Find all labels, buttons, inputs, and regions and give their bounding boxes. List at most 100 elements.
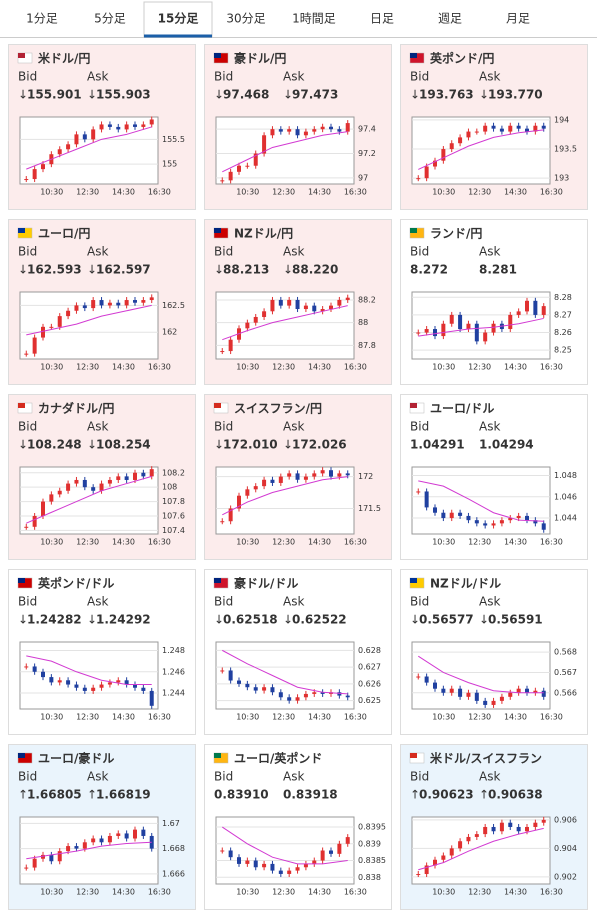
- chart-bg: [411, 116, 551, 185]
- candle: [533, 300, 538, 315]
- candle: [245, 489, 250, 496]
- candle: [449, 143, 454, 150]
- bid-rate: 88.213: [223, 263, 269, 277]
- pair-name[interactable]: ユーロ/英ポンド: [234, 751, 322, 766]
- pair-name[interactable]: ユーロ/ドル: [430, 402, 494, 416]
- x-tick-label: 10:30: [432, 538, 455, 547]
- tab[interactable]: 15分足: [158, 11, 199, 26]
- x-tick-label: 16:30: [344, 713, 367, 722]
- candle: [228, 670, 233, 681]
- bid-rate: 0.83910: [214, 788, 269, 802]
- tab[interactable]: 1時間足: [292, 12, 336, 26]
- candle: [262, 863, 267, 868]
- bid-rate: 8.272: [410, 263, 448, 277]
- ask-arrow: ↓: [87, 88, 97, 102]
- flag: [214, 228, 221, 233]
- ask-arrow: ↓: [283, 438, 293, 452]
- pair-name[interactable]: スイスフラン/円: [234, 402, 322, 416]
- pair-name[interactable]: ユーロ/円: [38, 227, 90, 241]
- y-tick-label: 0.566: [554, 688, 577, 697]
- candle: [228, 171, 233, 181]
- pair-name[interactable]: 豪ドル/ドル: [234, 576, 298, 591]
- ask-label: Ask: [283, 420, 304, 434]
- pair-name[interactable]: 豪ドル/円: [234, 51, 286, 66]
- x-tick-label: 14:30: [308, 713, 331, 722]
- candle: [278, 870, 283, 874]
- candle: [303, 863, 308, 868]
- candle: [491, 523, 496, 526]
- candle: [441, 512, 446, 519]
- tab[interactable]: 1分足: [26, 12, 58, 26]
- candle: [41, 501, 45, 516]
- pair-name[interactable]: NZドル/円: [234, 227, 293, 241]
- x-tick-label: 12:30: [468, 713, 491, 722]
- bid-label: Bid: [18, 70, 37, 84]
- candle: [424, 329, 429, 333]
- x-tick-label: 10:30: [432, 713, 455, 722]
- tab[interactable]: 30分足: [226, 12, 265, 26]
- ask-arrow: ↓: [479, 88, 489, 102]
- ask-label: Ask: [479, 420, 500, 434]
- pair-name[interactable]: ユーロ/豪ドル: [38, 751, 114, 766]
- candle: [516, 125, 521, 129]
- tab[interactable]: 月足: [506, 12, 530, 26]
- bid-label: Bid: [18, 595, 37, 609]
- pair-name[interactable]: 英ポンド/円: [430, 51, 494, 66]
- candle: [533, 690, 538, 693]
- candle: [32, 858, 37, 868]
- candle: [424, 166, 429, 179]
- tab[interactable]: 日足: [370, 12, 394, 26]
- x-tick-label: 10:30: [40, 538, 63, 547]
- chart-bg: [19, 466, 159, 535]
- pair-name[interactable]: カナダドル/円: [38, 401, 114, 416]
- chart-bg: [19, 291, 159, 360]
- candle: [433, 859, 437, 866]
- pair-name[interactable]: 米ドル/円: [38, 51, 90, 66]
- moving-average: [222, 476, 348, 516]
- x-tick-label: 16:30: [148, 188, 171, 197]
- tab[interactable]: 週足: [438, 12, 462, 26]
- moving-average: [26, 304, 152, 336]
- y-tick-label: 0.568: [554, 648, 577, 657]
- pair-name[interactable]: 米ドル/スイスフラン: [430, 751, 542, 766]
- y-tick-label: 0.904: [554, 844, 577, 853]
- candle: [499, 696, 504, 701]
- candle: [245, 683, 250, 688]
- pair-name[interactable]: 英ポンド/ドル: [38, 576, 114, 591]
- ask-rate: 1.24292: [96, 613, 151, 627]
- y-tick-label: 8.27: [554, 310, 572, 319]
- candle: [466, 323, 471, 330]
- candle: [220, 521, 225, 523]
- candle: [107, 479, 112, 484]
- ask-label: Ask: [479, 245, 500, 259]
- candle: [262, 687, 267, 691]
- candle: [449, 688, 454, 693]
- candle: [107, 835, 112, 843]
- ask-arrow: ↑: [479, 788, 489, 802]
- ask-label: Ask: [479, 770, 500, 784]
- x-tick-label: 14:30: [308, 188, 331, 197]
- candle: [57, 316, 62, 327]
- candle: [24, 867, 29, 869]
- x-tick-label: 16:30: [540, 888, 563, 897]
- candle: [320, 126, 325, 130]
- pair-name[interactable]: ランド/円: [430, 227, 482, 241]
- bid-arrow: ↓: [214, 263, 224, 277]
- candle: [66, 483, 71, 491]
- tab[interactable]: 5分足: [94, 12, 126, 26]
- candle: [82, 479, 87, 488]
- pair-name[interactable]: NZドル/ドル: [430, 577, 501, 591]
- x-tick-label: 14:30: [504, 538, 527, 547]
- bid-label: Bid: [410, 595, 429, 609]
- candle: [424, 676, 429, 683]
- y-tick-label: 0.627: [358, 663, 381, 672]
- x-tick-label: 10:30: [236, 538, 259, 547]
- x-tick-label: 16:30: [344, 363, 367, 372]
- candle: [320, 309, 325, 312]
- candle: [99, 684, 104, 688]
- candle: [24, 353, 29, 355]
- x-tick-label: 16:30: [344, 188, 367, 197]
- candle: [74, 305, 79, 311]
- candle: [525, 300, 529, 312]
